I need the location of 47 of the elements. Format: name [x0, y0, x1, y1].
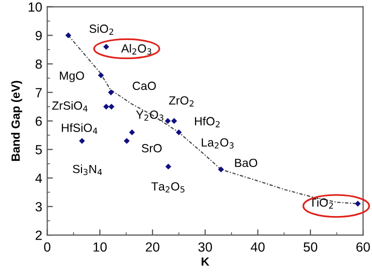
annotation: HfSiO$_{4}$ — [62, 123, 98, 134]
y-tick-label: 2 — [36, 230, 42, 240]
y-tick-label: 10 — [28, 2, 42, 12]
x-tick-label: 50 — [304, 242, 318, 252]
annotation: HfO$_{2}$ — [195, 116, 220, 128]
point — [103, 104, 110, 110]
x-tick-label: 30 — [198, 242, 212, 252]
point — [79, 138, 85, 144]
x-tick-label: 20 — [146, 242, 160, 252]
point — [218, 166, 224, 172]
point — [171, 118, 178, 124]
x-tick-label: 0 — [44, 242, 50, 252]
annotation: SiO$_{2}$ — [89, 24, 114, 35]
y-tick-label: 7 — [36, 88, 42, 98]
annotation: Ta$_{2}$O$_{5}$ — [151, 182, 184, 193]
y-tick-label: 8 — [36, 59, 42, 69]
x-tick-label: 10 — [94, 242, 107, 252]
point — [165, 164, 172, 170]
x-tick-label: 60 — [356, 242, 370, 252]
point — [98, 72, 104, 78]
y-tick-label: 4 — [35, 174, 42, 183]
y-axis-title: Band Gap (eV) — [11, 80, 22, 161]
y-tick-label: 3 — [36, 202, 42, 212]
annotation: ZrO$_{2}$ — [169, 96, 194, 106]
point — [108, 89, 114, 96]
annotation: Si$_{3}$N$_{4}$ — [72, 164, 102, 176]
point — [65, 32, 72, 38]
annotation: MgO — [60, 71, 84, 82]
annotation: BaO — [235, 158, 258, 168]
y-tick-label: 9 — [36, 30, 42, 40]
annotation: ZrSiO$_{4}$ — [52, 101, 88, 112]
point — [176, 129, 182, 136]
annotation: La$_{2}$O$_{3}$ — [202, 138, 234, 149]
annotation: CaO — [132, 82, 156, 90]
annotation: SrO — [142, 144, 162, 152]
point — [108, 104, 114, 110]
x-tick-label: 40 — [250, 242, 265, 252]
x-axis-title: K — [202, 258, 210, 266]
point — [103, 44, 110, 50]
y-tick-label: 6 — [36, 116, 42, 126]
point — [124, 138, 130, 144]
annotation: Y$_{2}$O$_{3}$ — [136, 110, 164, 121]
point — [354, 200, 361, 207]
point — [129, 129, 135, 136]
y-tick-label: 5 — [36, 145, 42, 154]
point — [164, 118, 171, 124]
annotation: Al$_{2}$O$_{3}$ — [121, 44, 152, 55]
